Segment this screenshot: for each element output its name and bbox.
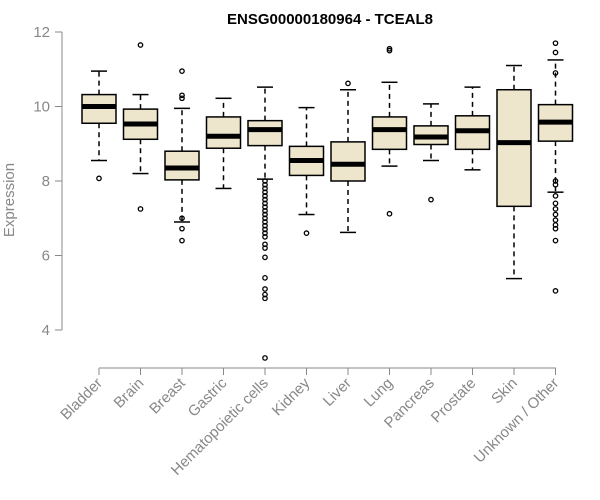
box-brain	[122, 42, 159, 212]
outlier-point	[262, 245, 268, 251]
outlier-point	[386, 45, 393, 52]
outlier-point	[262, 193, 268, 199]
box-breast	[164, 68, 200, 244]
box-hematopoietic-cells	[247, 86, 283, 361]
iqr-box	[330, 141, 366, 182]
outlier-point	[552, 206, 559, 212]
outlier-point	[386, 47, 393, 54]
x-tick-label: Prostate	[428, 375, 480, 427]
outlier-point	[262, 211, 268, 218]
box-lung	[371, 45, 408, 217]
outlier-point	[137, 206, 144, 212]
outlier-point	[552, 217, 559, 223]
outlier-point	[179, 92, 185, 99]
x-tick-label: Brain	[111, 375, 148, 412]
chart-title: ENSG00000180964 - TCEAL8	[227, 11, 433, 28]
outlier-point	[303, 230, 310, 236]
box-liver	[330, 80, 366, 234]
outlier-point	[552, 49, 559, 56]
outlier-point	[552, 40, 559, 47]
iqr-box	[496, 88, 532, 208]
outlier-point	[262, 291, 268, 298]
outlier-point	[386, 210, 393, 217]
outlier-point	[96, 175, 102, 182]
outlier-point	[262, 196, 268, 203]
outlier-point	[552, 288, 559, 294]
outlier-point	[552, 222, 559, 228]
box-bladder	[81, 70, 117, 182]
outlier-point	[262, 230, 268, 236]
outlier-point	[262, 241, 268, 248]
outlier-point	[179, 225, 185, 232]
iqr-box	[371, 116, 408, 151]
outlier-point	[179, 95, 185, 102]
y-axis-label: Expression	[1, 163, 18, 237]
y-tick-label: 12	[33, 24, 50, 41]
outlier-point	[179, 215, 185, 222]
outlier-point	[552, 70, 559, 76]
outlier-point	[262, 185, 268, 192]
outlier-point	[179, 237, 185, 244]
outlier-point	[262, 274, 268, 281]
box-unknown-other	[537, 40, 574, 294]
outlier-point	[345, 80, 351, 87]
outlier-point	[262, 226, 268, 233]
outlier-point	[552, 225, 559, 232]
outlier-point	[552, 211, 559, 218]
outlier-point	[262, 204, 268, 210]
outlier-point	[552, 237, 559, 244]
x-tick-label: Kidney	[269, 374, 314, 419]
outlier-point	[262, 222, 268, 229]
y-tick-label: 6	[42, 248, 50, 265]
outlier-point	[552, 181, 559, 188]
outlier-point	[552, 193, 559, 199]
y-tick-label: 10	[33, 99, 50, 116]
outlier-point	[552, 178, 559, 184]
outlier-point	[262, 215, 268, 222]
y-tick-label: 8	[42, 173, 50, 190]
outlier-point	[262, 295, 268, 302]
box-kidney	[288, 106, 325, 236]
x-tick-label: Bladder	[57, 375, 106, 424]
outlier-point	[262, 178, 268, 184]
outlier-point	[262, 200, 268, 207]
y-axis-ticks: 4 6 8 10 12	[33, 24, 62, 339]
outlier-point	[179, 68, 185, 74]
outlier-point	[262, 286, 268, 292]
outlier-point	[262, 189, 268, 196]
box-skin	[496, 64, 532, 280]
outlier-point	[262, 234, 268, 240]
outlier-point	[428, 196, 434, 203]
outlier-point	[262, 181, 268, 188]
x-tick-label: Breast	[146, 374, 189, 417]
box-gastric	[205, 97, 242, 190]
x-tick-label: Lung	[361, 375, 397, 411]
box-pancreas	[413, 103, 449, 203]
x-tick-label: Liver	[320, 375, 355, 410]
iqr-box	[205, 116, 242, 149]
x-tick-label: Skin	[488, 375, 521, 408]
box-prostate	[454, 86, 491, 171]
outlier-point	[262, 219, 268, 225]
outlier-point	[262, 207, 268, 214]
outlier-point	[262, 355, 268, 361]
outlier-point	[552, 200, 559, 207]
iqr-box	[247, 119, 283, 147]
outlier-point	[262, 254, 268, 261]
boxes-group	[81, 40, 574, 361]
outlier-point	[137, 42, 144, 48]
y-tick-label: 4	[42, 322, 50, 339]
